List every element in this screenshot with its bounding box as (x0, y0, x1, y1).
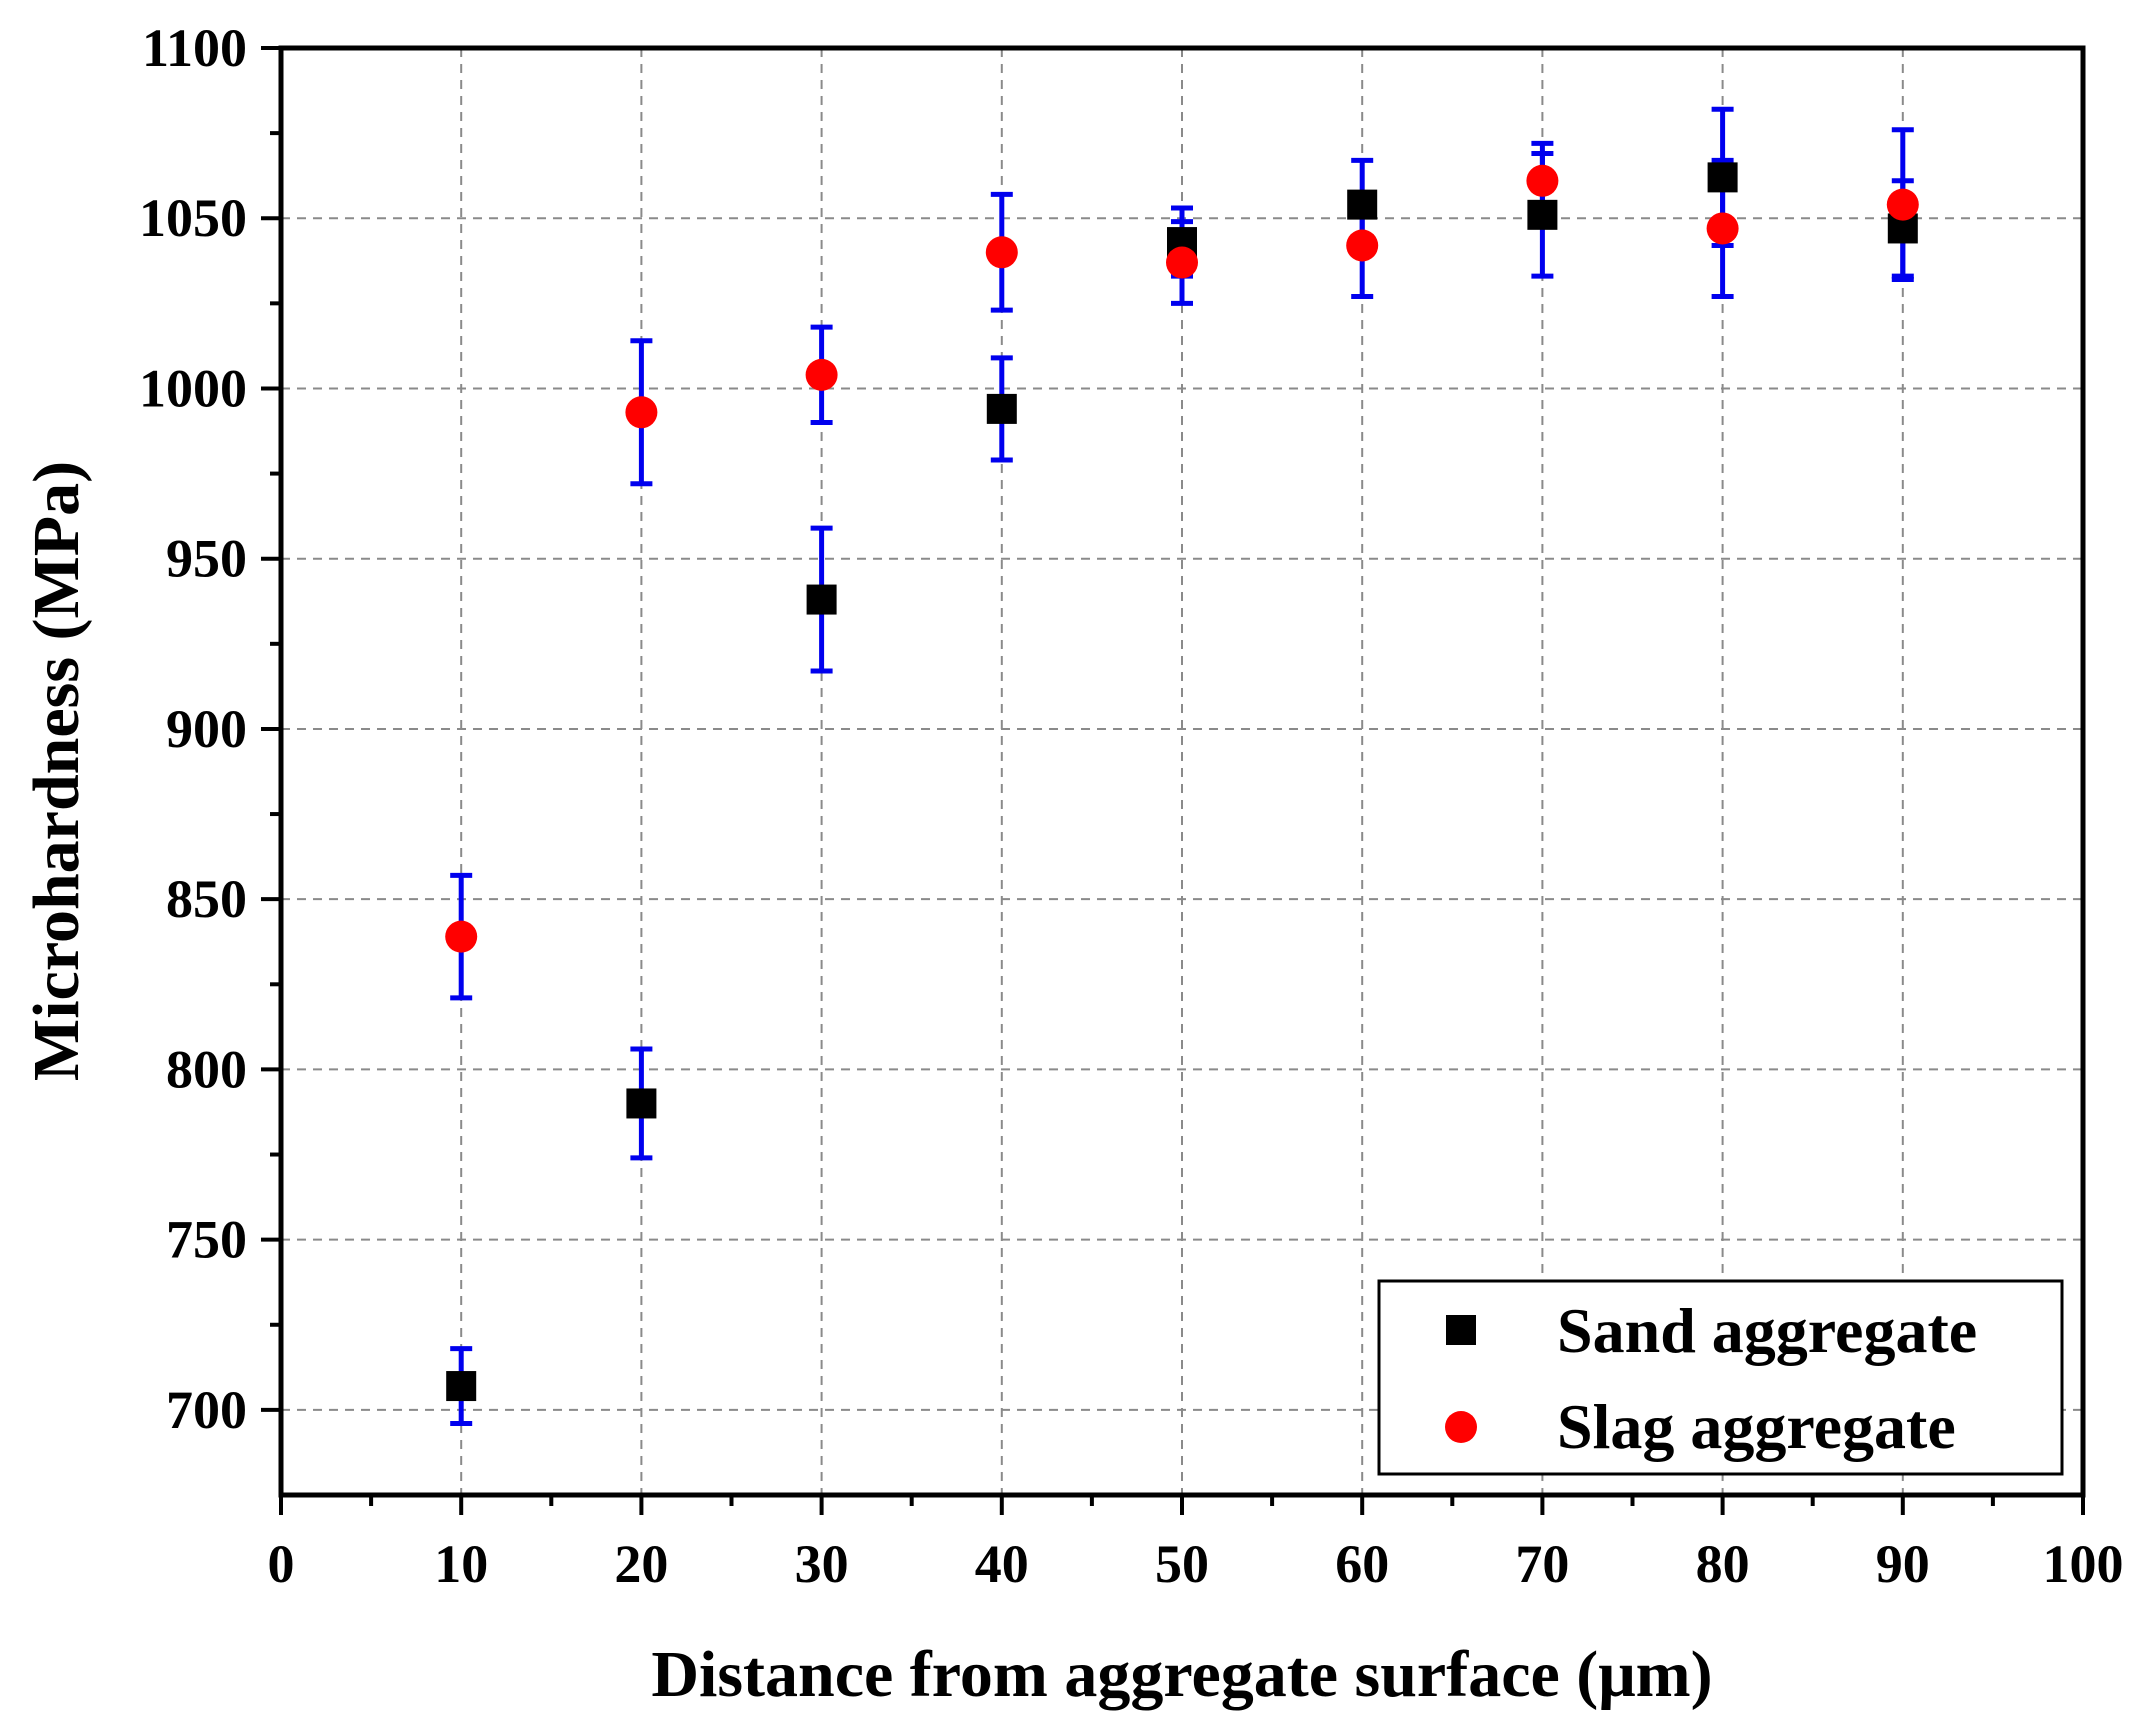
x-axis-title: Distance from aggregate surface (μm) (651, 1638, 1712, 1711)
data-point-slag (1346, 229, 1379, 262)
data-point-sand (446, 1371, 477, 1402)
legend-marker-sand (1446, 1315, 1476, 1345)
x-tick-label: 70 (1515, 1534, 1569, 1594)
data-point-slag (1166, 246, 1198, 279)
y-tick-label: 1050 (139, 188, 247, 248)
x-tick-label: 30 (795, 1534, 849, 1594)
legend: Sand aggregate Slag aggregate (1377, 1279, 2064, 1476)
y-axis-title: Microhardness (MPa) (20, 461, 93, 1081)
y-tick-label: 1100 (142, 18, 247, 78)
data-markers (445, 162, 1919, 1402)
x-tick-label: 20 (614, 1534, 668, 1594)
y-tick-label: 750 (166, 1210, 247, 1270)
data-point-slag (1526, 164, 1559, 197)
y-tick-label: 1000 (139, 358, 247, 418)
data-point-slag (805, 358, 838, 391)
y-tick-label: 900 (166, 699, 247, 759)
legend-marker-slag (1445, 1411, 1477, 1443)
x-tick-label: 50 (1155, 1534, 1209, 1594)
x-tick-label: 40 (975, 1534, 1029, 1594)
y-tick-label: 850 (166, 869, 247, 929)
y-tick-label: 950 (166, 529, 247, 589)
x-tick-label: 60 (1335, 1534, 1389, 1594)
data-point-sand (1527, 199, 1558, 230)
data-point-sand (1347, 189, 1378, 220)
data-point-sand (806, 584, 837, 615)
x-tick-label: 80 (1696, 1534, 1750, 1594)
x-tick-labels: 0 10 20 30 40 50 60 70 80 90 100 (268, 1534, 2124, 1594)
y-tick-label: 700 (166, 1380, 247, 1440)
legend-box (1377, 1279, 2064, 1476)
x-tick-label: 0 (268, 1534, 295, 1594)
y-tick-label: 800 (166, 1039, 247, 1099)
data-point-sand (1707, 162, 1738, 193)
data-point-sand (986, 393, 1017, 424)
x-tick-label: 10 (434, 1534, 488, 1594)
axis-ticks (261, 46, 2085, 1515)
data-point-sand (626, 1088, 657, 1119)
data-point-slag (625, 396, 658, 429)
data-point-slag (1706, 212, 1739, 245)
x-tick-label: 90 (1876, 1534, 1930, 1594)
data-point-slag (445, 920, 478, 953)
data-point-slag (985, 236, 1018, 269)
legend-label-sand: Sand aggregate (1557, 1295, 1977, 1366)
data-point-slag (1886, 188, 1919, 221)
x-tick-label: 100 (2043, 1534, 2124, 1594)
y-tick-labels: 700 750 800 850 900 950 1000 1050 1100 (139, 18, 247, 1440)
legend-label-slag: Slag aggregate (1557, 1391, 1956, 1462)
